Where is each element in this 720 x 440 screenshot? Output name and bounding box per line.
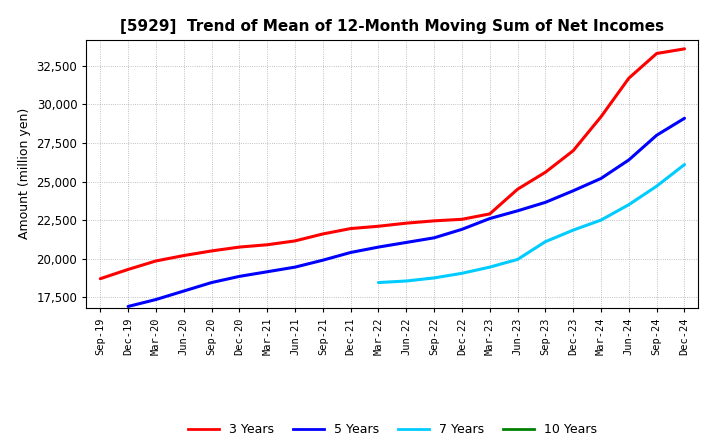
- Y-axis label: Amount (million yen): Amount (million yen): [18, 108, 31, 239]
- Title: [5929]  Trend of Mean of 12-Month Moving Sum of Net Incomes: [5929] Trend of Mean of 12-Month Moving …: [120, 19, 665, 34]
- Legend: 3 Years, 5 Years, 7 Years, 10 Years: 3 Years, 5 Years, 7 Years, 10 Years: [183, 418, 602, 440]
